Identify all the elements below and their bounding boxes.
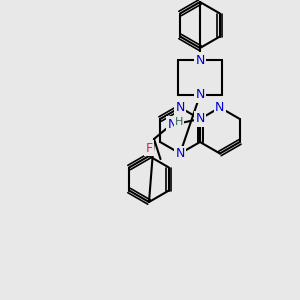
Text: N: N <box>215 101 225 114</box>
Text: N: N <box>195 112 205 125</box>
Text: N: N <box>176 147 185 160</box>
Text: H: H <box>175 117 183 127</box>
Text: N: N <box>167 118 177 130</box>
Text: N: N <box>195 53 205 67</box>
Text: F: F <box>146 142 153 154</box>
Text: N: N <box>195 88 205 101</box>
Text: N: N <box>176 101 185 114</box>
